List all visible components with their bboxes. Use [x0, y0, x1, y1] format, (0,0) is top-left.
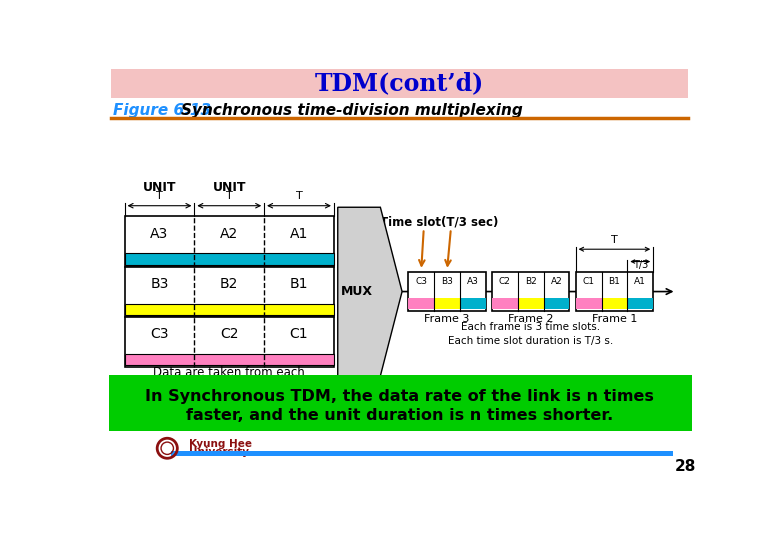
Text: In Synchronous TDM, the data rate of the link is n times: In Synchronous TDM, the data rate of the…	[145, 389, 654, 404]
Polygon shape	[338, 207, 402, 376]
Text: C3: C3	[151, 327, 168, 341]
Text: A2: A2	[220, 227, 239, 241]
Text: TDM(cont’d): TDM(cont’d)	[315, 71, 484, 95]
Text: Frame 3: Frame 3	[424, 314, 470, 323]
Text: T: T	[156, 192, 163, 201]
Bar	[434, 299, 460, 309]
Text: B2: B2	[525, 277, 537, 286]
Text: Frame 1: Frame 1	[592, 314, 637, 323]
Text: MUX: MUX	[341, 285, 373, 298]
Text: UNIT: UNIT	[212, 181, 246, 194]
Text: Time slot(T/3 sec): Time slot(T/3 sec)	[380, 216, 498, 229]
Text: UNIT: UNIT	[143, 181, 176, 194]
Bar	[576, 272, 653, 311]
Bar	[109, 375, 692, 430]
Text: 28: 28	[674, 459, 696, 474]
Text: A1: A1	[290, 227, 308, 241]
Text: B3: B3	[441, 277, 453, 286]
Bar	[171, 450, 673, 456]
Bar	[125, 354, 334, 365]
Bar	[125, 253, 334, 265]
Bar	[518, 299, 544, 309]
Text: Kyung Hee: Kyung Hee	[189, 438, 252, 449]
Bar	[601, 299, 627, 309]
Text: faster, and the unit duration is n times shorter.: faster, and the unit duration is n times…	[186, 408, 613, 422]
Text: Figure 6.13: Figure 6.13	[113, 103, 211, 118]
Text: A2: A2	[551, 277, 562, 286]
Text: T: T	[226, 192, 232, 201]
Bar	[125, 217, 334, 267]
Bar	[125, 303, 334, 315]
Text: C2: C2	[499, 277, 511, 286]
Text: C2: C2	[220, 327, 239, 341]
Bar	[125, 316, 334, 367]
Text: B1: B1	[289, 277, 308, 291]
Bar	[460, 299, 486, 309]
Text: Frame 2: Frame 2	[508, 314, 554, 323]
Text: B3: B3	[151, 277, 168, 291]
Bar	[125, 253, 334, 265]
Bar	[492, 272, 569, 311]
Bar	[544, 299, 569, 309]
Text: T/3: T/3	[633, 260, 648, 271]
Text: A3: A3	[467, 277, 479, 286]
Text: B2: B2	[220, 277, 239, 291]
Text: T: T	[296, 192, 303, 201]
Bar	[125, 354, 334, 365]
Text: A3: A3	[151, 227, 168, 241]
Text: C3: C3	[415, 277, 427, 286]
Text: B1: B1	[608, 277, 620, 286]
Text: Data are taken from each
line every T s.: Data are taken from each line every T s.	[154, 366, 305, 395]
Text: Each frame is 3 time slots.
Each time slot duration is T/3 s.: Each frame is 3 time slots. Each time sl…	[448, 322, 613, 346]
Bar	[112, 69, 688, 98]
Bar	[576, 299, 601, 309]
Bar	[125, 267, 334, 316]
Text: T: T	[611, 235, 618, 245]
Bar	[408, 272, 486, 311]
Text: A1: A1	[634, 277, 646, 286]
Text: University: University	[189, 447, 249, 457]
Bar	[125, 303, 334, 315]
Text: C1: C1	[583, 277, 594, 286]
Bar	[627, 299, 653, 309]
Bar	[492, 299, 518, 309]
Text: Synchronous time-division multiplexing: Synchronous time-division multiplexing	[181, 103, 523, 118]
Text: C1: C1	[289, 327, 308, 341]
Bar	[408, 299, 434, 309]
